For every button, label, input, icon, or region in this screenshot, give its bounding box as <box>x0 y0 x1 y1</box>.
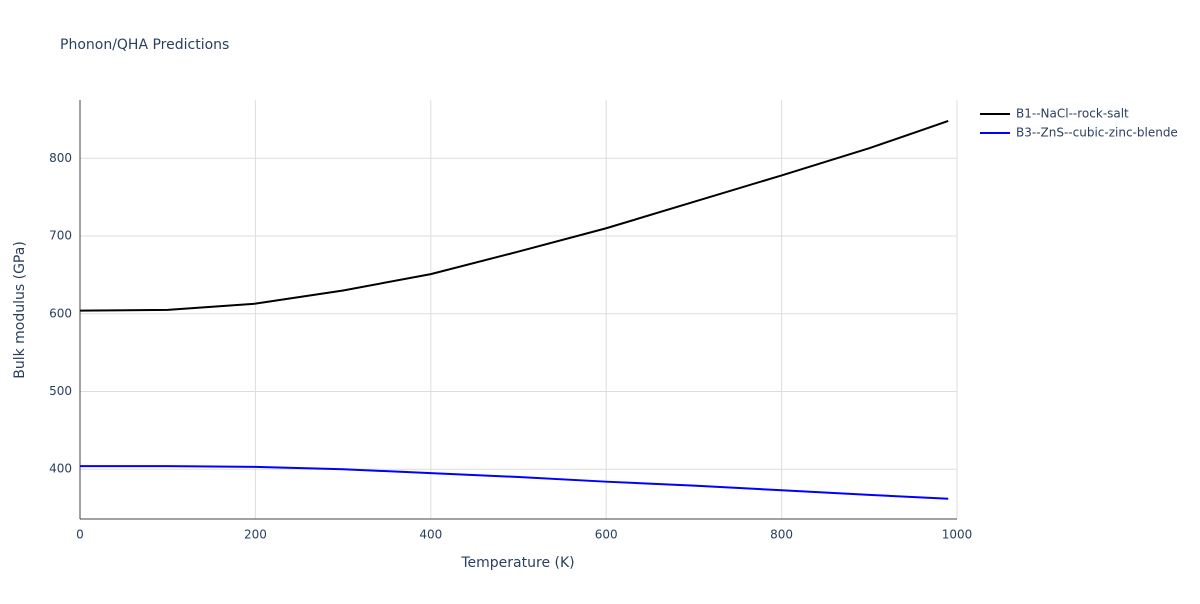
y-tick-label: 600 <box>49 306 72 320</box>
legend-label: B1--NaCl--rock-salt <box>1016 107 1129 121</box>
y-tick-label: 800 <box>49 151 72 165</box>
chart-title: Phonon/QHA Predictions <box>60 37 229 53</box>
x-tick-label: 600 <box>595 528 618 542</box>
x-tick-label: 200 <box>244 528 267 542</box>
x-tick-label: 400 <box>419 528 442 542</box>
x-tick-label: 800 <box>770 528 793 542</box>
x-axis-label: Temperature (K) <box>460 555 574 571</box>
y-tick-label: 500 <box>49 384 72 398</box>
line <box>80 465 949 500</box>
x-tick-label: 1000 <box>942 528 973 542</box>
x-tick-label: 0 <box>76 528 84 542</box>
y-tick-label: 700 <box>49 229 72 243</box>
legend-label: B3--ZnS--cubic-zinc-blende <box>1016 126 1178 140</box>
line <box>79 120 949 312</box>
y-axis-label: Bulk modulus (GPa) <box>12 241 28 379</box>
y-tick-label: 400 <box>49 462 72 476</box>
